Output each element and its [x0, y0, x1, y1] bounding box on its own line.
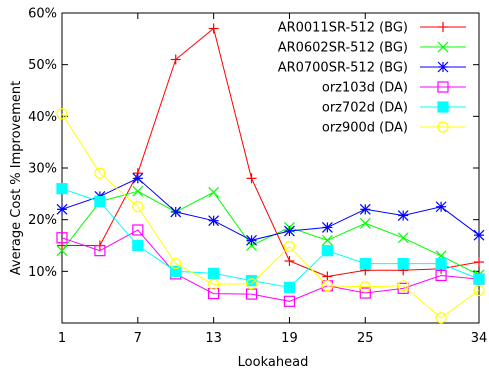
filled-square-marker: [56, 183, 68, 195]
star-marker: [284, 225, 295, 237]
series-5: [56, 183, 485, 293]
legend-entry: orz900d (DA): [322, 121, 466, 136]
square-marker: [94, 245, 106, 257]
y-tick-label: 20%: [28, 213, 57, 228]
star-marker: [246, 234, 257, 246]
star-marker: [208, 215, 220, 227]
square-marker: [359, 287, 371, 299]
filled-square-marker: [170, 265, 182, 277]
axes: 10% 20% 30% 40% 50% 60% 1 7 13 19 25 34: [28, 7, 487, 347]
x-marker: [56, 245, 68, 257]
square-marker: [435, 269, 447, 282]
circle-marker: [283, 240, 296, 253]
filled-square-marker: [435, 257, 447, 270]
square-marker: [283, 295, 296, 307]
square-marker: [208, 287, 220, 300]
series-2: [56, 185, 485, 281]
y-tick-label: 40%: [28, 110, 57, 125]
circle-marker: [437, 121, 449, 133]
circle-marker: [397, 280, 409, 292]
series-1: [57, 23, 484, 282]
star-marker: [473, 229, 485, 241]
circle-marker: [321, 280, 333, 292]
legend-label: AR0602SR-512 (BG): [278, 41, 408, 56]
y-tick-label: 10%: [28, 265, 57, 280]
star-marker: [56, 203, 68, 215]
filled-square-marker: [359, 257, 371, 270]
x-marker: [321, 234, 333, 246]
x-marker: [132, 185, 144, 197]
filled-square-marker: [283, 281, 296, 293]
series-line: [62, 27, 480, 278]
circle-marker: [245, 278, 258, 290]
filled-square-marker: [245, 275, 258, 287]
plot-frame: [61, 12, 480, 324]
square-marker: [397, 282, 409, 294]
y-tick-label: 30%: [28, 162, 57, 177]
circle-marker: [94, 167, 106, 179]
y-tick-label: 60%: [28, 7, 57, 22]
x-marker: [359, 217, 371, 229]
legend: AR0011SR-512 (BG) AR0602SR-512 (BG) AR0700…: [278, 21, 466, 136]
legend-label: AR0011SR-512 (BG): [278, 21, 408, 36]
square-marker: [56, 232, 68, 244]
x-axis-label: Lookahead: [238, 355, 309, 370]
x-marker: [437, 41, 449, 53]
series-6: [56, 108, 485, 324]
legend-entry: AR0011SR-512 (BG): [278, 21, 466, 36]
legend-label: orz103d (DA): [322, 81, 408, 96]
circle-marker: [435, 312, 447, 324]
star-marker: [437, 61, 449, 73]
x-tick-label: 19: [281, 331, 298, 346]
series-line: [61, 190, 480, 276]
x-marker: [397, 232, 409, 244]
circle-marker: [56, 108, 68, 120]
x-tick-label: 34: [471, 331, 488, 346]
star-marker: [397, 210, 409, 221]
legend-entry: orz103d (DA): [322, 81, 466, 96]
x-marker: [246, 240, 257, 251]
filled-square-marker: [473, 273, 485, 285]
circle-marker: [170, 257, 182, 270]
filled-square-marker: [437, 101, 449, 113]
star-marker: [321, 221, 333, 233]
x-marker: [208, 186, 220, 198]
filled-square-marker: [208, 267, 220, 279]
legend-entry: AR0602SR-512 (BG): [278, 41, 466, 56]
x-tick-label: 25: [357, 331, 374, 346]
x-tick-label: 7: [134, 331, 142, 346]
square-marker: [437, 81, 449, 93]
series-line: [61, 188, 480, 288]
star-marker: [170, 206, 182, 218]
series-line: [61, 113, 480, 319]
series-group: [56, 23, 485, 324]
legend-label: orz702d (DA): [322, 101, 408, 116]
circle-marker: [359, 281, 371, 293]
square-marker: [132, 224, 144, 236]
legend-label: AR0700SR-512 (BG): [278, 61, 408, 76]
x-tick-label: 1: [58, 331, 66, 346]
series-line: [61, 229, 480, 302]
filled-square-marker: [397, 257, 409, 270]
circle-marker: [208, 278, 220, 290]
star-marker: [359, 203, 371, 215]
filled-square-marker: [132, 239, 144, 252]
series-3: [56, 172, 485, 246]
star-marker: [435, 201, 447, 213]
circle-marker: [473, 284, 485, 297]
star-marker: [132, 172, 144, 184]
x-tick-label: 13: [205, 331, 222, 346]
legend-entry: AR0700SR-512 (BG): [278, 61, 466, 76]
filled-square-marker: [321, 245, 333, 257]
series-line: [61, 177, 480, 241]
legend-label: orz900d (DA): [322, 121, 408, 136]
circle-marker: [132, 201, 144, 213]
legend-entry: orz702d (DA): [322, 101, 466, 116]
y-axis-label: Average Cost % Improvement: [9, 81, 24, 276]
filled-square-marker: [94, 195, 106, 208]
y-tick-label: 50%: [28, 58, 57, 73]
